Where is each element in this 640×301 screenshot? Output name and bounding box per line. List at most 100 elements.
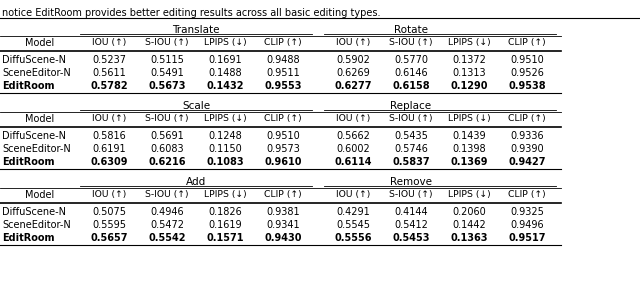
Text: 0.5237: 0.5237	[92, 55, 126, 65]
Text: 0.6277: 0.6277	[334, 81, 372, 91]
Text: EditRoom: EditRoom	[2, 81, 54, 91]
Text: Model: Model	[26, 190, 54, 200]
Text: EditRoom: EditRoom	[2, 233, 54, 243]
Text: 0.4291: 0.4291	[336, 207, 370, 217]
Text: Scale: Scale	[182, 101, 210, 111]
Text: 0.5556: 0.5556	[334, 233, 372, 243]
Text: 0.5435: 0.5435	[394, 131, 428, 141]
Text: LPIPS (↓): LPIPS (↓)	[204, 190, 246, 199]
Text: LPIPS (↓): LPIPS (↓)	[204, 38, 246, 47]
Text: 0.6146: 0.6146	[394, 68, 428, 78]
Text: 0.9325: 0.9325	[510, 207, 544, 217]
Text: 0.6269: 0.6269	[336, 68, 370, 78]
Text: S-IOU (↑): S-IOU (↑)	[145, 38, 189, 47]
Text: IOU (↑): IOU (↑)	[92, 114, 126, 123]
Text: 0.5746: 0.5746	[394, 144, 428, 154]
Text: 0.1571: 0.1571	[206, 233, 244, 243]
Text: 0.5472: 0.5472	[150, 220, 184, 230]
Text: IOU (↑): IOU (↑)	[336, 190, 370, 199]
Text: 0.5662: 0.5662	[336, 131, 370, 141]
Text: LPIPS (↓): LPIPS (↓)	[204, 114, 246, 123]
Text: 0.9381: 0.9381	[266, 207, 300, 217]
Text: 0.1442: 0.1442	[452, 220, 486, 230]
Text: DiffuScene-N: DiffuScene-N	[2, 131, 66, 141]
Text: 0.5611: 0.5611	[92, 68, 126, 78]
Text: 0.5657: 0.5657	[90, 233, 128, 243]
Text: 0.5075: 0.5075	[92, 207, 126, 217]
Text: 0.9517: 0.9517	[508, 233, 546, 243]
Text: 0.5837: 0.5837	[392, 157, 430, 167]
Text: 0.9427: 0.9427	[508, 157, 546, 167]
Text: Model: Model	[26, 114, 54, 124]
Text: 0.1691: 0.1691	[208, 55, 242, 65]
Text: 0.9511: 0.9511	[266, 68, 300, 78]
Text: 0.5542: 0.5542	[148, 233, 186, 243]
Text: 0.5595: 0.5595	[92, 220, 126, 230]
Text: 0.9496: 0.9496	[510, 220, 544, 230]
Text: 0.6002: 0.6002	[336, 144, 370, 154]
Text: 0.1432: 0.1432	[206, 81, 244, 91]
Text: 0.9553: 0.9553	[264, 81, 301, 91]
Text: 0.6309: 0.6309	[90, 157, 128, 167]
Text: 0.5816: 0.5816	[92, 131, 126, 141]
Text: 0.6114: 0.6114	[334, 157, 372, 167]
Text: 0.5453: 0.5453	[392, 233, 429, 243]
Text: LPIPS (↓): LPIPS (↓)	[448, 38, 490, 47]
Text: 0.9390: 0.9390	[510, 144, 544, 154]
Text: Add: Add	[186, 177, 206, 187]
Text: 0.1439: 0.1439	[452, 131, 486, 141]
Text: 0.5782: 0.5782	[90, 81, 128, 91]
Text: 0.5902: 0.5902	[336, 55, 370, 65]
Text: IOU (↑): IOU (↑)	[92, 190, 126, 199]
Text: CLIP (↑): CLIP (↑)	[508, 114, 546, 123]
Text: IOU (↑): IOU (↑)	[92, 38, 126, 47]
Text: 0.6191: 0.6191	[92, 144, 126, 154]
Text: 0.6216: 0.6216	[148, 157, 186, 167]
Text: S-IOU (↑): S-IOU (↑)	[145, 190, 189, 199]
Text: SceneEditor-N: SceneEditor-N	[2, 68, 71, 78]
Text: CLIP (↑): CLIP (↑)	[264, 38, 302, 47]
Text: LPIPS (↓): LPIPS (↓)	[448, 114, 490, 123]
Text: 0.1372: 0.1372	[452, 55, 486, 65]
Text: 0.6158: 0.6158	[392, 81, 430, 91]
Text: 0.5770: 0.5770	[394, 55, 428, 65]
Text: CLIP (↑): CLIP (↑)	[264, 190, 302, 199]
Text: 0.1248: 0.1248	[208, 131, 242, 141]
Text: S-IOU (↑): S-IOU (↑)	[389, 190, 433, 199]
Text: 0.1363: 0.1363	[451, 233, 488, 243]
Text: 0.1150: 0.1150	[208, 144, 242, 154]
Text: 0.6083: 0.6083	[150, 144, 184, 154]
Text: 0.1290: 0.1290	[451, 81, 488, 91]
Text: EditRoom: EditRoom	[2, 157, 54, 167]
Text: CLIP (↑): CLIP (↑)	[264, 114, 302, 123]
Text: DiffuScene-N: DiffuScene-N	[2, 55, 66, 65]
Text: IOU (↑): IOU (↑)	[336, 38, 370, 47]
Text: CLIP (↑): CLIP (↑)	[508, 190, 546, 199]
Text: 0.1826: 0.1826	[208, 207, 242, 217]
Text: 0.9526: 0.9526	[510, 68, 544, 78]
Text: Translate: Translate	[172, 25, 220, 35]
Text: 0.5412: 0.5412	[394, 220, 428, 230]
Text: S-IOU (↑): S-IOU (↑)	[145, 114, 189, 123]
Text: 0.9430: 0.9430	[264, 233, 301, 243]
Text: 0.9341: 0.9341	[266, 220, 300, 230]
Text: SceneEditor-N: SceneEditor-N	[2, 144, 71, 154]
Text: 0.2060: 0.2060	[452, 207, 486, 217]
Text: 0.5545: 0.5545	[336, 220, 370, 230]
Text: 0.9610: 0.9610	[264, 157, 301, 167]
Text: 0.5491: 0.5491	[150, 68, 184, 78]
Text: 0.5691: 0.5691	[150, 131, 184, 141]
Text: 0.9573: 0.9573	[266, 144, 300, 154]
Text: 0.9510: 0.9510	[510, 55, 544, 65]
Text: CLIP (↑): CLIP (↑)	[508, 38, 546, 47]
Text: 0.4144: 0.4144	[394, 207, 428, 217]
Text: Replace: Replace	[390, 101, 431, 111]
Text: S-IOU (↑): S-IOU (↑)	[389, 114, 433, 123]
Text: Model: Model	[26, 38, 54, 48]
Text: 0.9538: 0.9538	[508, 81, 546, 91]
Text: 0.4946: 0.4946	[150, 207, 184, 217]
Text: 0.9510: 0.9510	[266, 131, 300, 141]
Text: 0.1619: 0.1619	[208, 220, 242, 230]
Text: SceneEditor-N: SceneEditor-N	[2, 220, 71, 230]
Text: 0.1398: 0.1398	[452, 144, 486, 154]
